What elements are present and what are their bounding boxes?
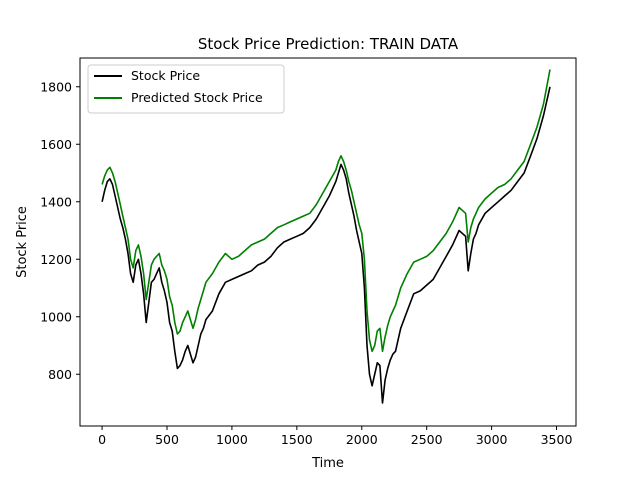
series-line-predicted-stock-price	[101, 69, 551, 353]
x-tick-label: 3500	[541, 432, 573, 447]
x-axis-label: Time	[311, 456, 344, 471]
x-tick-label: 1500	[281, 432, 313, 447]
legend-label-predicted: Predicted Stock Price	[131, 90, 263, 105]
legend: Stock Price Predicted Stock Price	[87, 64, 285, 114]
x-tick-label: 2500	[411, 432, 443, 447]
chart-title: Stock Price Prediction: TRAIN DATA	[198, 35, 459, 53]
y-tick-label: 1400	[40, 194, 72, 209]
x-tick-label: 500	[155, 432, 179, 447]
y-axis-label: Stock Price	[15, 206, 30, 278]
legend-box	[87, 64, 285, 114]
x-tick-label: 2000	[346, 432, 378, 447]
x-axis-ticks: 0 500 1000 1500 2000 2500 3000 3500	[98, 426, 572, 447]
y-tick-label: 1200	[40, 252, 72, 267]
plot-frame	[79, 57, 577, 427]
y-tick-label: 1800	[40, 79, 72, 94]
y-axis-ticks: 800 1000 1200 1400 1600 1800	[40, 79, 80, 382]
x-tick-label: 1000	[216, 432, 248, 447]
legend-label-stock-price: Stock Price	[131, 68, 200, 83]
y-tick-label: 1000	[40, 309, 72, 324]
x-tick-label: 0	[98, 432, 106, 447]
y-tick-label: 1600	[40, 137, 72, 152]
y-tick-label: 800	[48, 367, 72, 382]
series-line-stock-price	[101, 86, 551, 404]
x-tick-label: 3000	[476, 432, 508, 447]
plot-series	[101, 69, 551, 404]
